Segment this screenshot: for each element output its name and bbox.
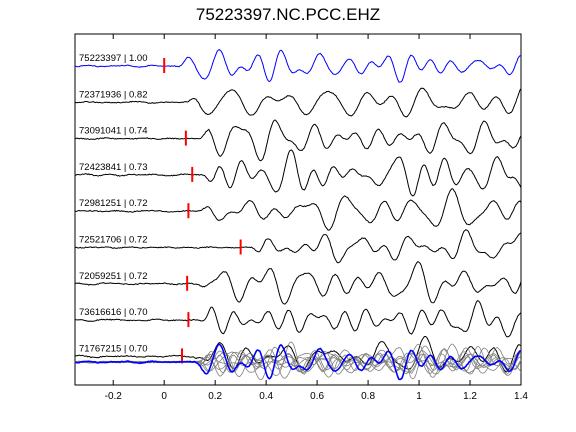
trace-label: 72371936 | 0.82 [79, 89, 148, 100]
x-tick-label: 1.4 [514, 391, 528, 402]
trace-label: 73616616 | 0.70 [79, 307, 148, 318]
x-tick-label: -0.2 [105, 391, 123, 402]
x-tick-label: 0.2 [208, 391, 222, 402]
plot-frame [74, 33, 522, 386]
x-tick-label: 1.2 [463, 391, 477, 402]
trace-label: 72981251 | 0.72 [79, 198, 148, 209]
trace-label: 72059251 | 0.72 [79, 271, 148, 282]
trace-waveform [74, 119, 522, 162]
x-tick-label: 0 [161, 391, 167, 402]
stack-reference [74, 343, 522, 381]
chart-title: 75223397.NC.PCC.EHZ [195, 5, 381, 24]
trace-waveform [74, 229, 522, 264]
trace-waveform [74, 87, 522, 118]
trace-label: 75223397 | 1.00 [79, 53, 148, 64]
stack-group [74, 341, 522, 381]
x-tick-label: 0.6 [310, 391, 324, 402]
x-axis: -0.2 0 0.2 0.4 0.6 0.8 1 1.2 1.4 [105, 34, 528, 402]
trace-waveform [74, 188, 522, 231]
trace-label: 72423841 | 0.73 [79, 162, 148, 173]
trace-label: 71767215 | 0.70 [79, 343, 148, 354]
x-tick-label: 1 [416, 391, 422, 402]
x-tick-label: 0.4 [259, 391, 273, 402]
trace-waveform [74, 149, 522, 197]
trace-label: 72521706 | 0.72 [79, 235, 148, 246]
x-tick-label: 0.8 [361, 391, 375, 402]
trace-waveform [74, 300, 522, 338]
trace-waveform [74, 260, 522, 305]
trace-waveform [74, 49, 522, 83]
trace-label: 73091041 | 0.74 [79, 126, 148, 137]
trace-group: 75223397 | 1.00 72371936 | 0.82 73091041 |… [74, 49, 522, 373]
